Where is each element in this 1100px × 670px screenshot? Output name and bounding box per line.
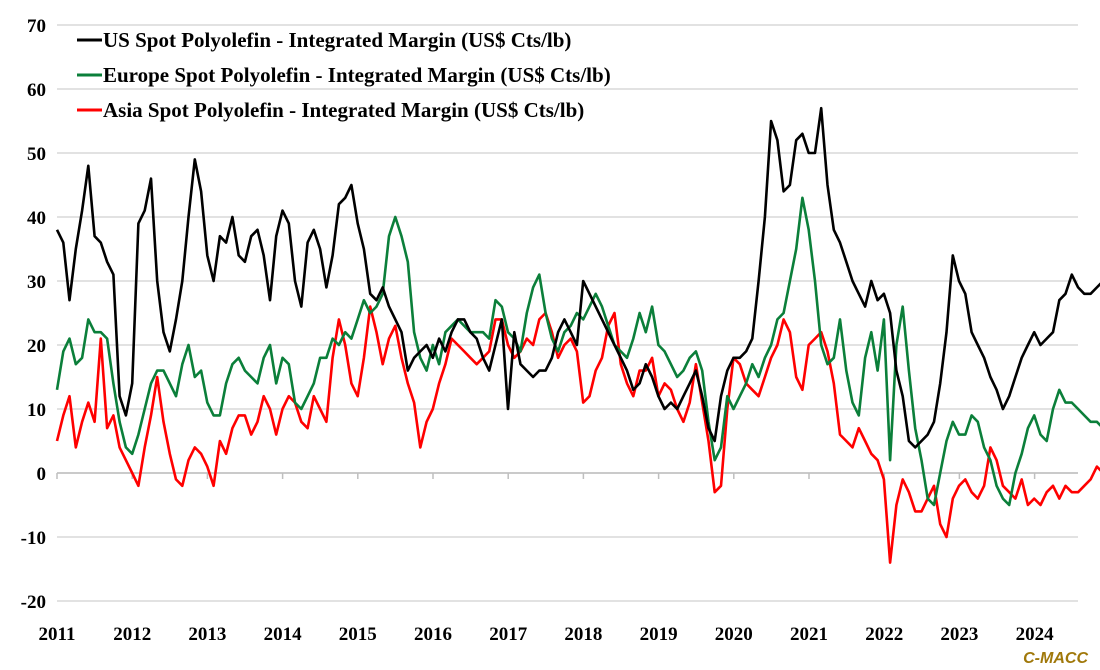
legend-label: Europe Spot Polyolefin - Integrated Marg… bbox=[103, 63, 611, 87]
gridlines bbox=[57, 24, 1078, 602]
series-lines bbox=[55, 106, 1100, 564]
legend: US Spot Polyolefin - Integrated Margin (… bbox=[77, 28, 611, 122]
x-tick-label: 2014 bbox=[264, 624, 303, 645]
x-tick-label: 2021 bbox=[790, 624, 828, 645]
y-tick-label: 10 bbox=[27, 400, 46, 421]
x-tick-label: 2024 bbox=[1016, 624, 1055, 645]
y-tick-label: 40 bbox=[27, 208, 46, 229]
series-line-europe bbox=[55, 196, 1100, 507]
y-tick-label: 30 bbox=[27, 272, 46, 293]
brand-logo: C-MACC bbox=[1023, 650, 1088, 667]
x-tick-label: 2020 bbox=[715, 624, 753, 645]
y-tick-label: 60 bbox=[27, 80, 46, 101]
x-tick-label: 2013 bbox=[188, 624, 226, 645]
x-tick-label: 2015 bbox=[339, 624, 377, 645]
y-tick-label: 0 bbox=[37, 464, 47, 485]
legend-label: Asia Spot Polyolefin - Integrated Margin… bbox=[103, 98, 584, 122]
x-tick-label: 2023 bbox=[940, 624, 978, 645]
x-tick-label: 2022 bbox=[865, 624, 903, 645]
y-axis-ticks: 70 60 50 40 30 20 10 0 -10 -20 bbox=[21, 16, 46, 613]
y-tick-label: 50 bbox=[27, 144, 46, 165]
series-line-asia bbox=[55, 305, 1100, 564]
y-tick-label: -20 bbox=[21, 592, 46, 613]
x-tick-label: 2018 bbox=[564, 624, 602, 645]
x-axis-ticks: 2011 2012 2013 2014 2015 2016 2017 2018 2019 2020… bbox=[39, 624, 1055, 645]
y-tick-label: 70 bbox=[27, 16, 46, 37]
x-tick-label: 2017 bbox=[489, 624, 528, 645]
x-tick-label: 2011 bbox=[39, 624, 76, 645]
x-tick-label: 2016 bbox=[414, 624, 452, 645]
y-tick-label: -10 bbox=[21, 528, 46, 549]
legend-label: US Spot Polyolefin - Integrated Margin (… bbox=[103, 28, 571, 52]
series-line-us bbox=[55, 106, 1100, 449]
x-tick-label: 2012 bbox=[113, 624, 151, 645]
y-tick-label: 20 bbox=[27, 336, 46, 357]
x-tick-label: 2019 bbox=[640, 624, 678, 645]
